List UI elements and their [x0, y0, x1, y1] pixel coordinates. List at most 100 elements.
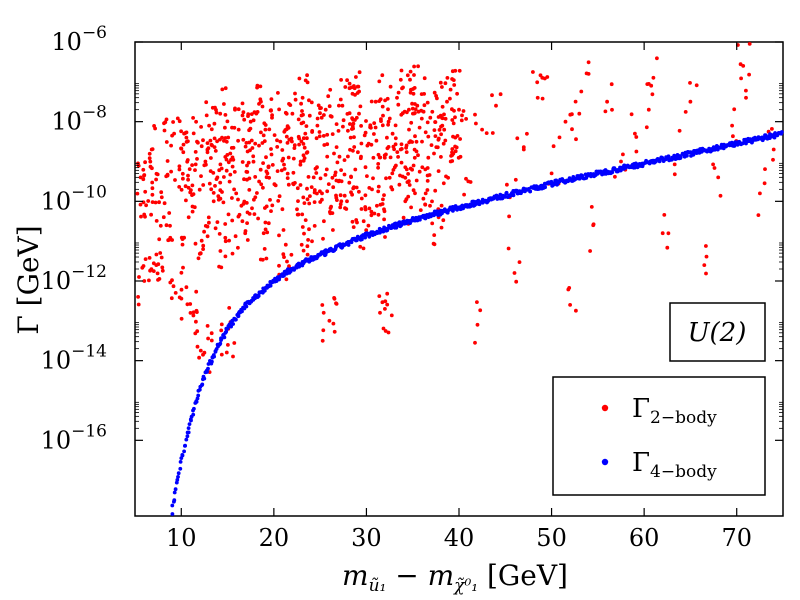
- point-2-body: [383, 329, 388, 333]
- point-2-body: [147, 156, 152, 161]
- point-2-body: [344, 207, 349, 211]
- point-2-body: [633, 131, 637, 136]
- point-2-body: [353, 167, 358, 172]
- point-2-body: [275, 138, 279, 143]
- point-2-body: [475, 322, 480, 327]
- point-2-body: [242, 177, 246, 182]
- point-2-body: [407, 183, 412, 187]
- point-2-body: [226, 135, 231, 140]
- point-2-body: [227, 306, 232, 310]
- point-2-body: [406, 194, 411, 199]
- point-2-body: [373, 125, 378, 130]
- point-2-body: [247, 140, 252, 145]
- point-2-body: [506, 246, 511, 251]
- point-2-body: [276, 199, 281, 203]
- point-2-body: [619, 159, 623, 164]
- point-2-body: [205, 224, 210, 229]
- point-2-body: [207, 181, 212, 186]
- point-2-body: [138, 202, 143, 207]
- point-2-body: [234, 191, 239, 196]
- point-2-body: [138, 175, 143, 180]
- point-2-body: [589, 205, 594, 209]
- point-2-body: [302, 201, 307, 206]
- point-2-body: [367, 206, 372, 211]
- point-2-body: [165, 172, 170, 177]
- point-2-body: [421, 196, 426, 201]
- point-2-body: [276, 91, 280, 95]
- point-4-body: [191, 412, 196, 417]
- point-2-body: [425, 188, 430, 192]
- point-2-body: [399, 147, 404, 151]
- point-2-body: [339, 199, 344, 204]
- point-2-body: [417, 169, 422, 174]
- point-2-body: [301, 195, 306, 200]
- point-2-body: [475, 300, 479, 304]
- point-2-body: [312, 224, 317, 228]
- point-2-body: [233, 234, 238, 239]
- x-tick-label: 20: [259, 524, 290, 552]
- point-2-body: [320, 338, 325, 343]
- point-2-body: [436, 136, 441, 141]
- point-2-body: [443, 81, 448, 86]
- point-2-body: [440, 104, 445, 109]
- point-2-body: [236, 245, 240, 250]
- point-2-body: [262, 247, 267, 251]
- point-2-body: [460, 113, 464, 118]
- point-2-body: [204, 113, 209, 118]
- point-2-body: [290, 139, 294, 144]
- point-2-body: [204, 100, 209, 105]
- point-2-body: [347, 86, 352, 91]
- point-2-body: [591, 222, 596, 227]
- point-2-body: [195, 157, 199, 161]
- point-2-body: [450, 107, 454, 112]
- point-2-body: [173, 291, 178, 295]
- point-4-body: [172, 498, 177, 503]
- point-2-body: [357, 189, 361, 194]
- point-2-body: [164, 140, 169, 144]
- point-2-body: [376, 162, 381, 166]
- point-2-body: [205, 141, 210, 146]
- point-2-body: [386, 122, 390, 127]
- point-2-body: [340, 103, 345, 108]
- point-2-body: [142, 279, 147, 283]
- point-2-body: [310, 129, 315, 133]
- point-2-body: [407, 179, 411, 184]
- point-2-body: [141, 167, 146, 172]
- point-4-body: [206, 366, 210, 371]
- point-2-body: [357, 89, 361, 94]
- point-2-body: [422, 92, 426, 96]
- point-2-body: [214, 108, 218, 112]
- point-2-body: [291, 170, 296, 175]
- point-2-body: [415, 103, 420, 108]
- point-2-body: [334, 145, 339, 150]
- point-2-body: [747, 72, 751, 77]
- point-2-body: [412, 73, 416, 77]
- point-2-body: [224, 168, 229, 173]
- point-2-body: [327, 318, 332, 323]
- point-2-body: [297, 76, 302, 81]
- point-2-body: [462, 192, 466, 197]
- point-2-body: [215, 139, 220, 144]
- series-2-body-points: [135, 42, 776, 374]
- point-2-body: [359, 124, 363, 128]
- point-2-body: [273, 183, 278, 188]
- point-4-body: [511, 193, 516, 198]
- point-2-body: [369, 213, 374, 218]
- point-2-body: [150, 186, 155, 191]
- point-4-body: [187, 422, 192, 426]
- point-4-body: [173, 487, 178, 492]
- point-2-body: [420, 165, 425, 170]
- point-2-body: [258, 84, 263, 89]
- point-2-body: [269, 152, 274, 157]
- point-2-body: [171, 284, 176, 289]
- point-2-body: [181, 150, 186, 155]
- point-2-body: [451, 134, 455, 139]
- point-2-body: [143, 214, 147, 219]
- y-tick-label: 10−16: [41, 421, 107, 454]
- annotation-u2: U(2): [688, 318, 747, 348]
- point-2-body: [179, 316, 184, 321]
- point-2-body: [474, 121, 478, 126]
- point-2-body: [231, 354, 235, 359]
- point-2-body: [318, 111, 322, 116]
- point-2-body: [282, 255, 286, 259]
